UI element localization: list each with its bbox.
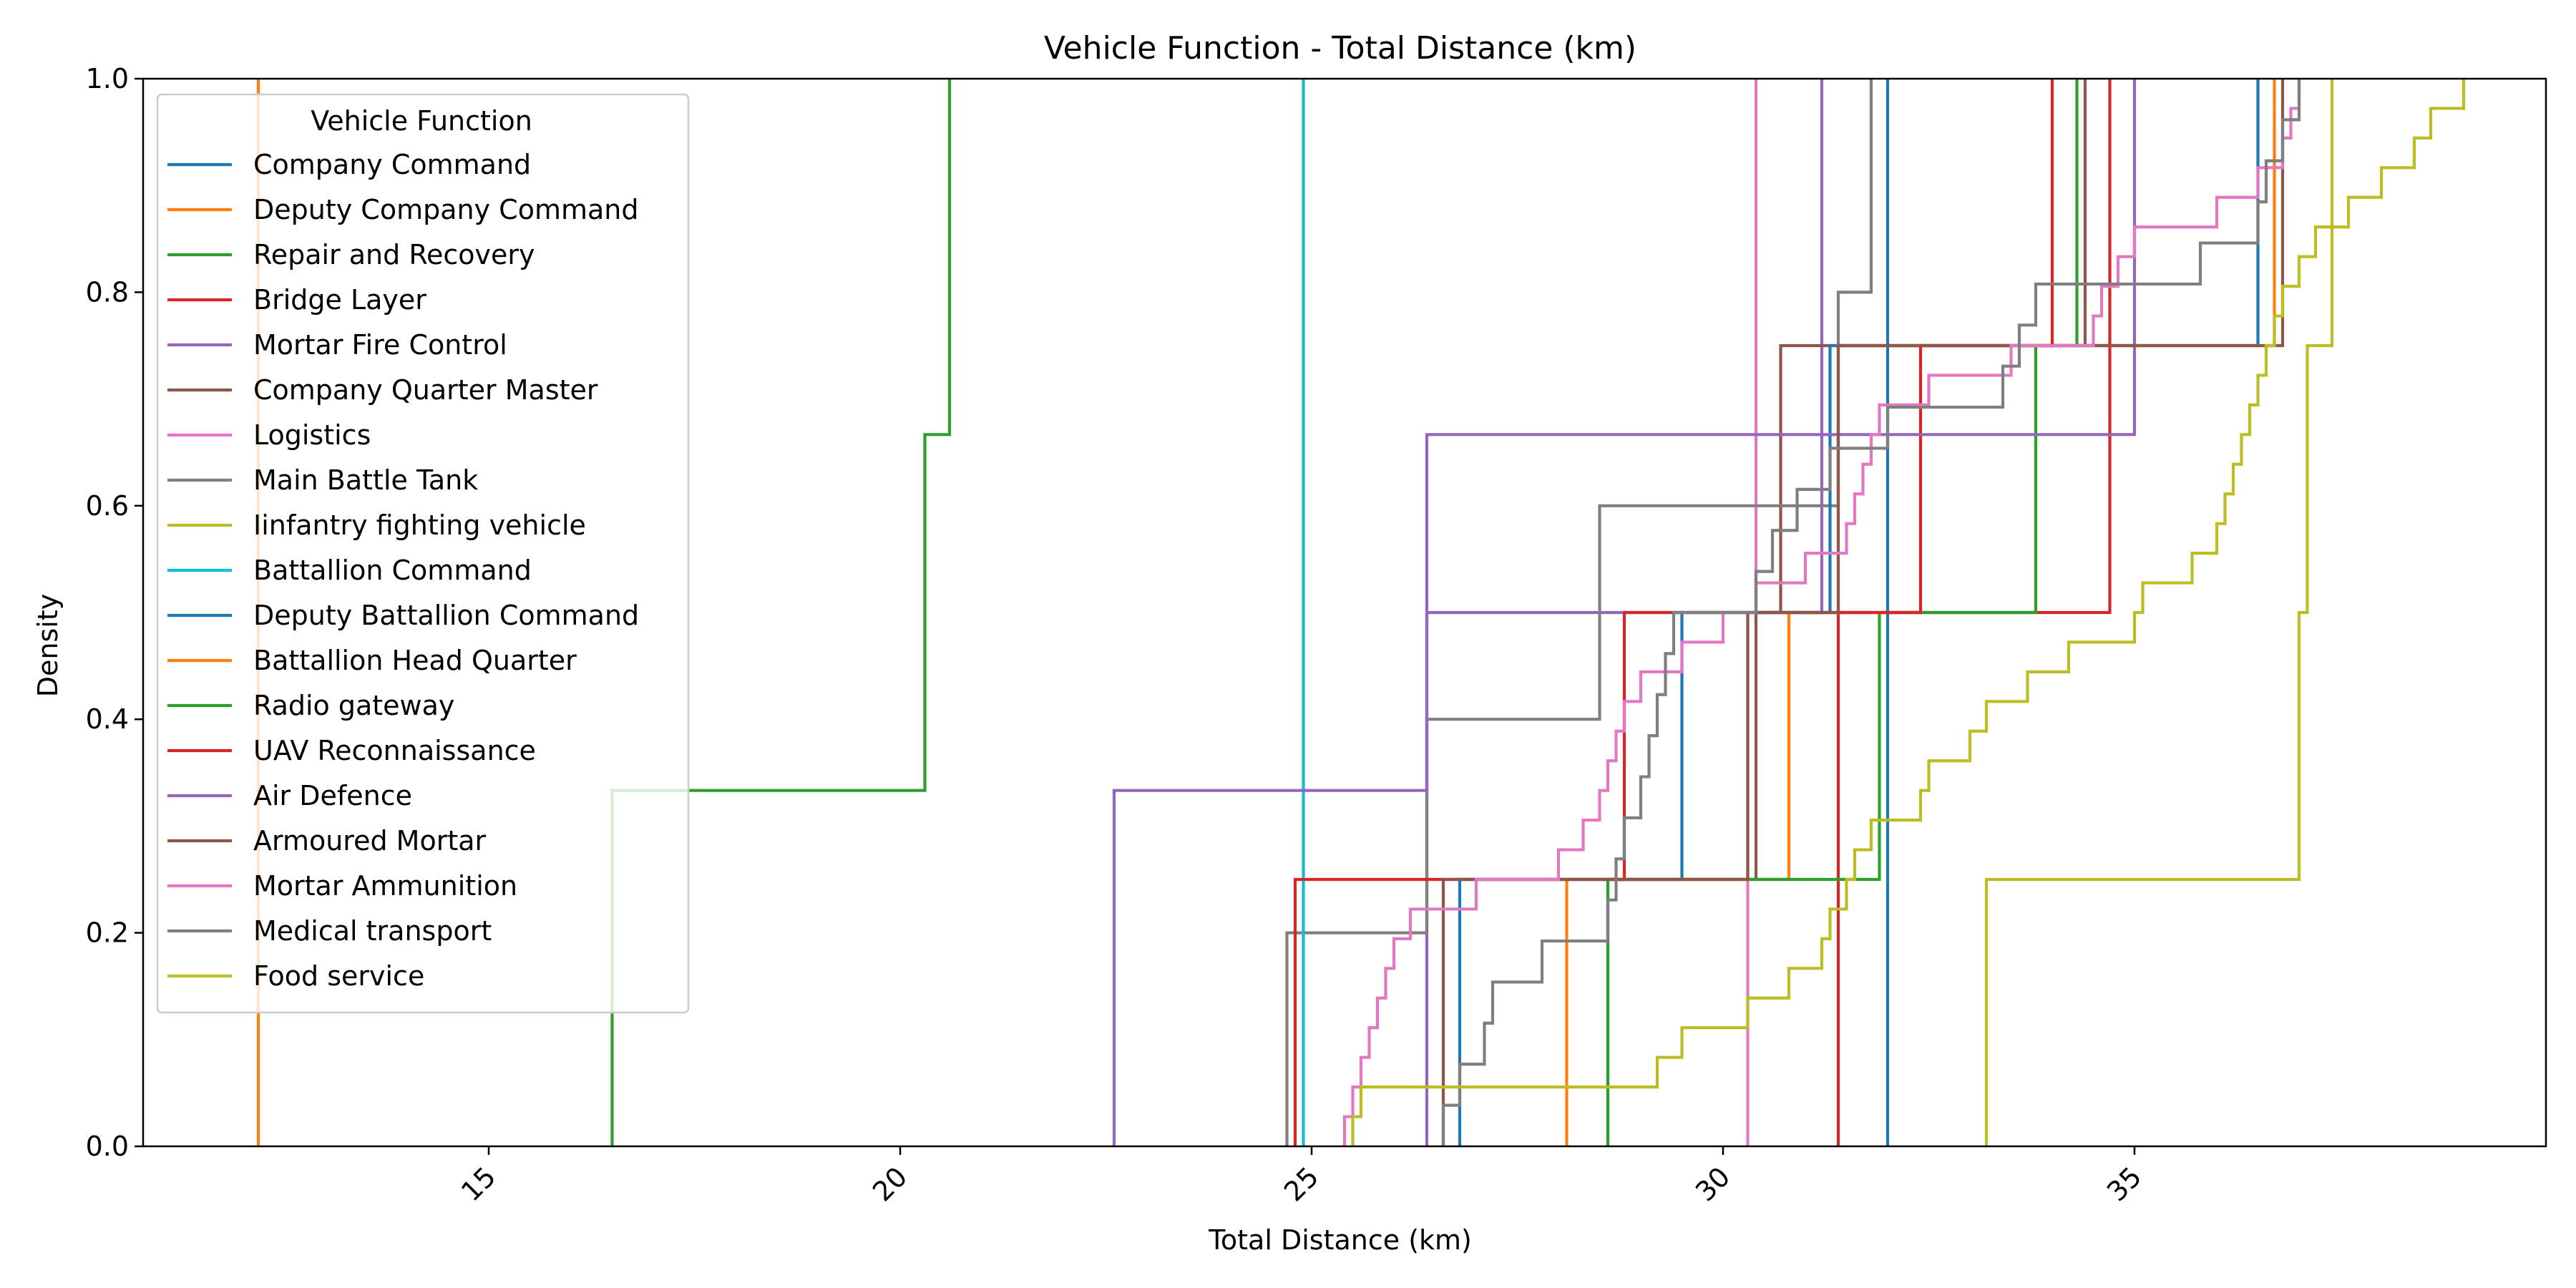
- y-axis-label: Density: [32, 594, 64, 697]
- legend-title: Vehicle Function: [311, 105, 532, 137]
- legend-entry: Main Battle Tank: [167, 464, 478, 496]
- y-tick-label: 0.2: [86, 917, 129, 949]
- legend-label: Food service: [253, 960, 424, 992]
- series-line-19: [1351, 79, 2466, 1146]
- legend-label: Company Quarter Master: [253, 374, 598, 406]
- y-tick-label: 1.0: [86, 63, 129, 94]
- legend-entry: Deputy Company Command: [167, 194, 638, 225]
- series-line-9: [1984, 79, 2334, 1146]
- legend-entry: Bridge Layer: [167, 284, 426, 316]
- y-tick-label: 0.8: [86, 276, 129, 308]
- legend-entry: Logistics: [167, 419, 371, 451]
- y-tick-label: 0.0: [86, 1131, 129, 1162]
- legend-label: Mortar Fire Control: [253, 329, 507, 361]
- legend: Vehicle Function Company Command Deputy C…: [156, 93, 690, 1014]
- axes-frame: [142, 77, 2547, 1148]
- legend-entry: Repair and Recovery: [167, 239, 535, 270]
- legend-entry: Mortar Ammunition: [167, 870, 517, 902]
- legend-label: Logistics: [253, 419, 371, 451]
- legend-entries: Company Command Deputy Company Command Rep…: [167, 149, 639, 992]
- legend-entry: UAV Reconnaissance: [167, 735, 536, 766]
- legend-label: Air Defence: [253, 780, 412, 811]
- legend-entry: Air Defence: [167, 780, 412, 811]
- legend-label: Bridge Layer: [253, 284, 426, 316]
- y-tick-label: 0.6: [86, 490, 129, 522]
- legend-entry: Battallion Head Quarter: [167, 645, 577, 676]
- legend-entry: Company Command: [167, 149, 531, 180]
- legend-entry: Radio gateway: [167, 690, 454, 721]
- legend-entry: Deputy Battallion Command: [167, 600, 639, 631]
- legend-label: Main Battle Tank: [253, 464, 478, 496]
- legend-label: Radio gateway: [253, 690, 454, 721]
- legend-label: Mortar Ammunition: [253, 870, 517, 902]
- legend-label: UAV Reconnaissance: [253, 735, 536, 766]
- legend-label: Deputy Battallion Command: [253, 600, 639, 631]
- legend-label: Company Command: [253, 149, 531, 180]
- legend-label: Iinfantry fighting vehicle: [253, 509, 586, 541]
- y-tick-label: 0.4: [86, 703, 129, 735]
- chart-title: Vehicle Function - Total Distance (km): [1044, 30, 1636, 67]
- legend-label: Battallion Command: [253, 555, 532, 586]
- legend-box: [156, 93, 690, 1014]
- legend-label: Repair and Recovery: [253, 239, 535, 270]
- legend-label: Deputy Company Command: [253, 194, 638, 225]
- series-line-8: [1285, 79, 1873, 1146]
- legend-entry: Food service: [167, 960, 424, 992]
- legend-entry: Armoured Mortar: [167, 825, 487, 857]
- legend-label: Battallion Head Quarter: [253, 645, 577, 676]
- legend-entry: Company Quarter Master: [167, 374, 598, 406]
- x-axis-label: Total Distance (km): [1208, 1224, 1472, 1256]
- legend-entry: Mortar Fire Control: [167, 329, 507, 361]
- series-line-18: [1441, 79, 2301, 1146]
- legend-entry: Battallion Command: [167, 555, 532, 586]
- legend-label: Medical transport: [253, 915, 492, 947]
- legend-label: Armoured Mortar: [253, 825, 487, 857]
- series-line-15: [1112, 79, 2137, 1146]
- legend-entry: Iinfantry fighting vehicle: [167, 509, 586, 541]
- legend-entry: Medical transport: [167, 915, 492, 947]
